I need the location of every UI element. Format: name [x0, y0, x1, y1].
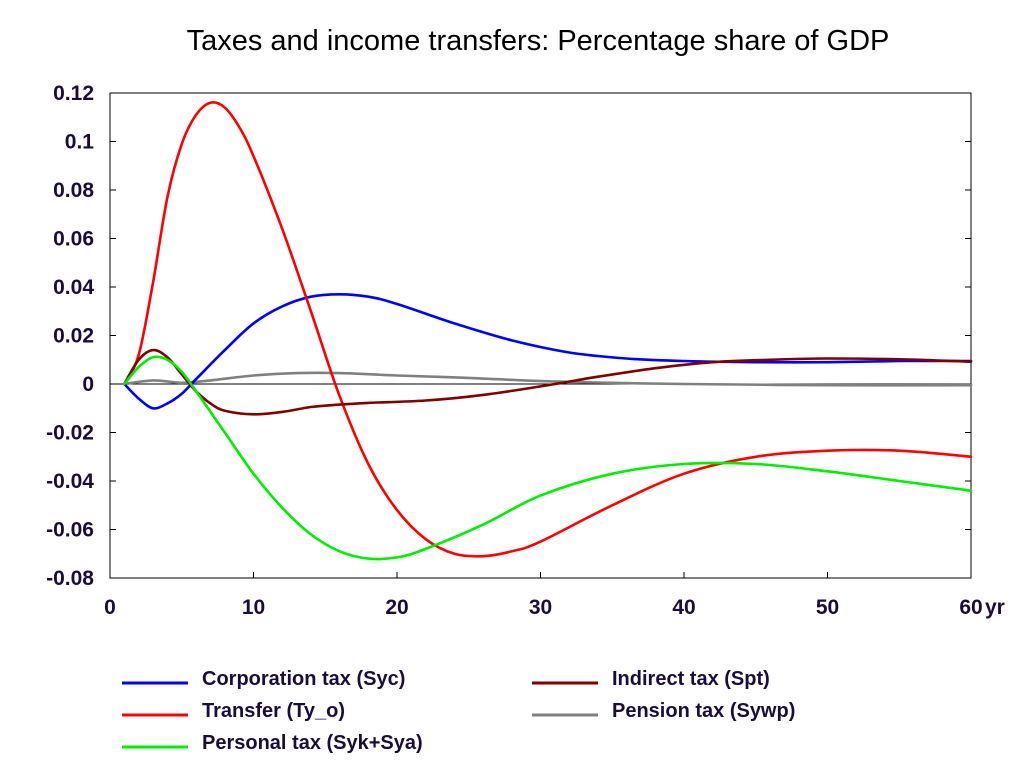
series-line-transfer-ty-o [123, 101, 973, 558]
y-tick-label: 0.12 [53, 82, 94, 105]
legend: Corporation tax (Syc) Transfer (Ty_o) Pers… [122, 668, 795, 754]
x-tick-label: 0 [104, 596, 116, 619]
y-tick-label: 0.06 [53, 228, 94, 251]
y-tick-label: -0.08 [46, 567, 94, 590]
legend-label-pension-tax-sywp: Pension tax (Sywp) [612, 700, 795, 722]
y-tick-label: -0.02 [46, 422, 94, 445]
y-tick-label: 0.1 [65, 131, 95, 154]
chart-title: Taxes and income transfers: Percentage s… [187, 25, 890, 57]
x-tick-label: 40 [672, 596, 695, 619]
axes-layer: 0.12 0.1 0.08 0.06 0.04 0.02 0 -0.02 -0.04 -0.06 -… [46, 82, 1005, 619]
series-line-personal-tax-syk-sya [123, 355, 973, 561]
legend-label-personal-tax-syk-sya: Personal tax (Syk+Sya) [202, 732, 423, 754]
x-tick-label: 60 [959, 596, 982, 619]
x-tick-label: 20 [385, 596, 408, 619]
x-tick-label: 50 [816, 596, 839, 619]
y-tick-label: -0.04 [46, 470, 94, 493]
series-line-pension-tax-sywp [123, 371, 973, 387]
x-tick-label: 30 [529, 596, 552, 619]
y-tick-label: 0.04 [53, 276, 94, 299]
legend-label-transfer-ty-o: Transfer (Ty_o) [202, 700, 345, 722]
y-tick-label: -0.06 [46, 519, 94, 542]
legend-label-corporation-tax-syc: Corporation tax (Syc) [202, 668, 405, 690]
x-unit-label: yr [985, 596, 1005, 619]
legend-label-indirect-tax-spt: Indirect tax (Spt) [612, 668, 770, 690]
y-tick-label: 0.02 [53, 325, 94, 348]
series-layer [123, 101, 973, 561]
y-tick-label: 0.08 [53, 179, 94, 202]
series-line-corporation-tax-syc [123, 293, 973, 410]
x-tick-label: 10 [242, 596, 265, 619]
y-tick-label: 0 [82, 373, 94, 396]
